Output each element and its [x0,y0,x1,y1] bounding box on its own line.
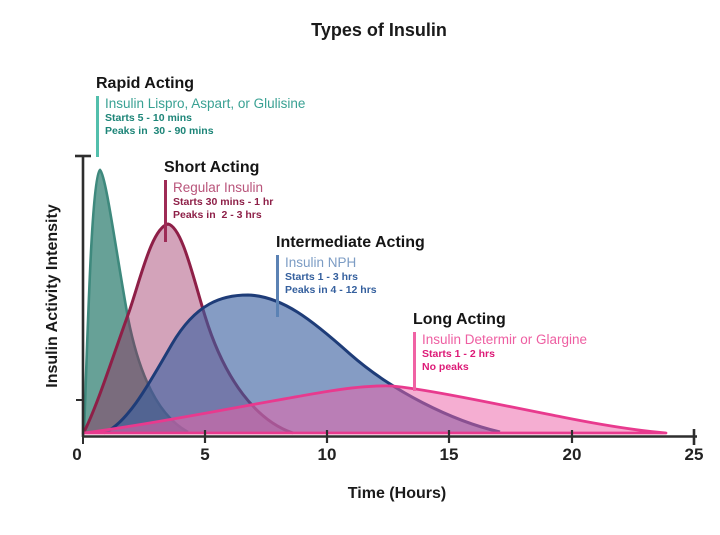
x-axis-label: Time (Hours) [347,485,447,502]
chart-title: Types of Insulin [311,20,447,40]
annotation-title: Long Acting [413,311,506,328]
annotation-title: Intermediate Acting [276,234,425,251]
annotation-peaks: Peaks in 30 - 90 mins [105,125,214,137]
annotation-pointer-bar: Insulin Determir or Glargine Starts 1 - … [413,332,587,391]
annotation-pointer-bar: Insulin NPH Starts 1 - 3 hrs Peaks in 4 … [276,255,425,317]
annotation-title: Rapid Acting [96,75,195,92]
rapid-acting-curve [82,168,189,435]
annotation-peaks: No peaks [422,361,469,373]
x-tick-label-25: 25 [684,445,704,464]
x-tick-label-15: 15 [439,445,459,464]
annotation-rapid-acting: Rapid Acting Insulin Lispro, Aspart, or … [96,74,305,157]
annotation-subtitle: Insulin Lispro, Aspart, or Glulisine [105,96,306,111]
annotation-starts: Starts 1 - 3 hrs [285,271,358,283]
x-tick-label-0: 0 [72,445,82,464]
annotation-subtitle: Insulin NPH [285,255,357,270]
annotation-subtitle: Insulin Determir or Glargine [422,332,588,347]
annotation-starts: Starts 5 - 10 mins [105,112,192,124]
annotation-starts: Starts 1 - 2 hrs [422,348,495,360]
annotation-long-acting: Long Acting Insulin Determir or Glargine… [413,310,587,391]
annotation-pointer-bar: Insulin Lispro, Aspart, or Glulisine Sta… [96,96,305,157]
annotation-subtitle: Regular Insulin [173,180,264,195]
x-tick-label-5: 5 [200,445,210,464]
annotation-starts: Starts 30 mins - 1 hr [173,196,274,208]
annotation-short-acting: Short Acting Regular Insulin Starts 30 m… [164,158,273,242]
long-acting-area [82,384,668,435]
annotation-peaks: Peaks in 2 - 3 hrs [173,209,262,221]
annotation-intermediate-acting: Intermediate Acting Insulin NPH Starts 1… [276,233,425,317]
x-tick-label-20: 20 [562,445,582,464]
annotation-pointer-bar: Regular Insulin Starts 30 mins - 1 hr Pe… [164,180,273,242]
x-tick-label-10: 10 [317,445,337,464]
annotation-peaks: Peaks in 4 - 12 hrs [285,284,377,296]
annotation-title: Short Acting [164,159,260,176]
axes [75,154,697,445]
